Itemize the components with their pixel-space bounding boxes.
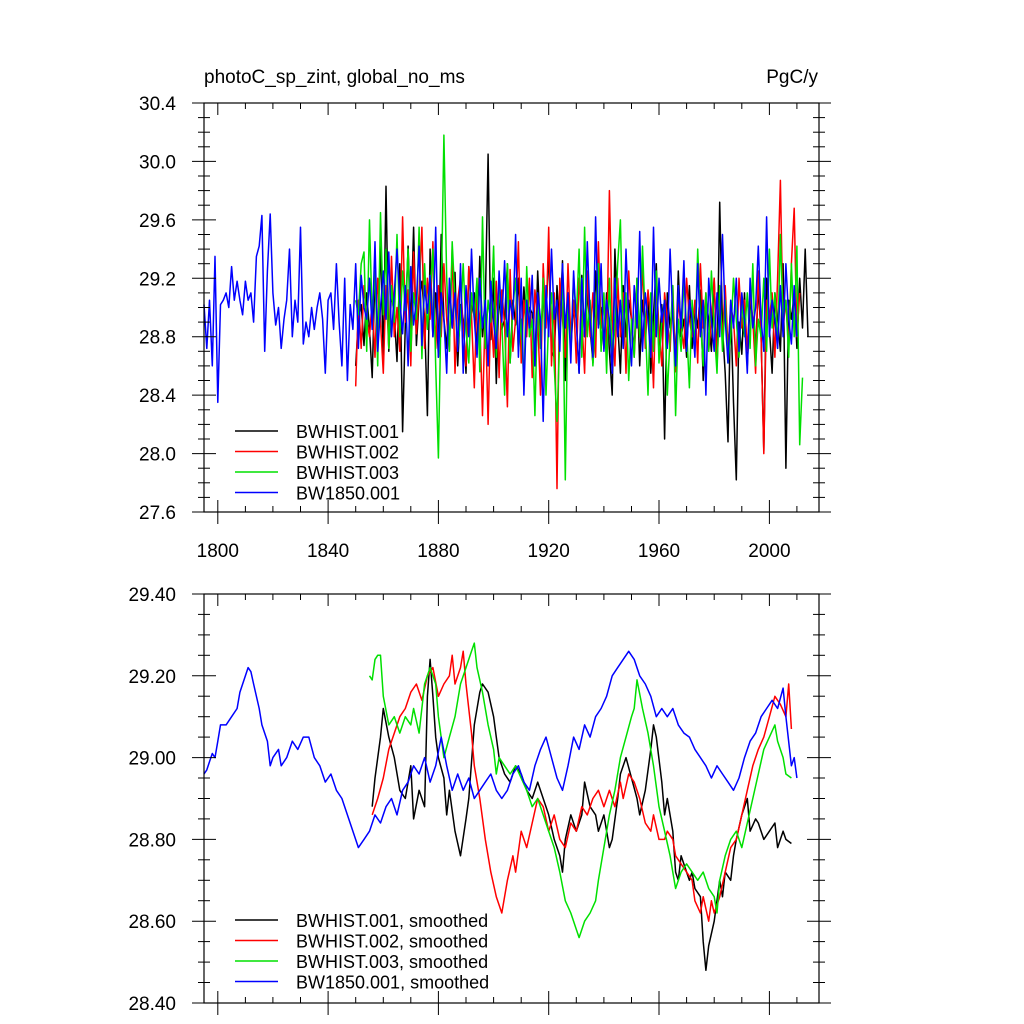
top-x-tick-label: 1800 bbox=[197, 541, 239, 562]
top-y-tick-label: 29.6 bbox=[139, 211, 176, 232]
top-chart-panel: photoC_sp_zint, global_no_ms PgC/y 1800 1… bbox=[139, 67, 831, 562]
top-x-tick-label: 2000 bbox=[748, 541, 790, 562]
bottom-legend-label-bwhist-003-smoothed: BWHIST.003, smoothed bbox=[296, 952, 488, 972]
bottom-series-line-bw1850-001-smoothed bbox=[203, 650, 798, 849]
bottom-y-tick-label: 29.40 bbox=[128, 585, 176, 606]
bottom-series-line-bwhist-002-smoothed bbox=[371, 650, 793, 922]
top-series-line-bwhist-003 bbox=[354, 134, 804, 481]
bottom-chart-panel: 28.40 28.60 28.80 29.00 29.20 29.40 BWHIST.00… bbox=[128, 585, 831, 1015]
top-y-tick-label: 27.6 bbox=[139, 503, 176, 524]
top-series-line-bwhist-002 bbox=[354, 179, 801, 490]
bottom-axes: 28.40 28.60 28.80 29.00 29.20 29.40 bbox=[128, 585, 831, 1015]
top-series-line-bw1850-001 bbox=[203, 213, 798, 423]
bottom-y-tick-label: 29.00 bbox=[128, 749, 176, 770]
bottom-legend-label-bw1850-001-smoothed: BW1850.001, smoothed bbox=[296, 973, 489, 993]
top-chart-units: PgC/y bbox=[766, 67, 818, 88]
top-y-tick-label: 28.8 bbox=[139, 328, 176, 349]
top-x-tick-label: 1960 bbox=[638, 541, 680, 562]
bottom-series-lines bbox=[203, 642, 798, 972]
top-y-tick-label: 29.2 bbox=[139, 269, 176, 290]
bottom-y-tick-label: 29.20 bbox=[128, 667, 176, 688]
bottom-series-line-bwhist-001-smoothed bbox=[371, 658, 792, 972]
top-y-tick-label: 30.0 bbox=[139, 152, 176, 173]
bottom-legend-label-bwhist-002-smoothed: BWHIST.002, smoothed bbox=[296, 932, 488, 952]
bottom-legend-label-bwhist-001-smoothed: BWHIST.001, smoothed bbox=[296, 911, 488, 931]
top-y-tick-label: 28.4 bbox=[139, 386, 176, 407]
bottom-y-tick-label: 28.80 bbox=[128, 830, 176, 851]
top-y-tick-label: 28.0 bbox=[139, 445, 176, 466]
top-series-lines bbox=[203, 134, 809, 490]
top-legend-label-bwhist-001: BWHIST.001 bbox=[296, 422, 399, 442]
top-x-tick-label: 1840 bbox=[307, 541, 349, 562]
bottom-series-line-bwhist-003-smoothed bbox=[368, 642, 792, 939]
top-x-tick-label: 1920 bbox=[528, 541, 570, 562]
top-legend-label-bw1850-001: BW1850.001 bbox=[296, 484, 400, 504]
top-legend-label-bwhist-002: BWHIST.002 bbox=[296, 443, 399, 463]
top-y-tick-label: 30.4 bbox=[139, 94, 176, 115]
top-x-tick-label: 1880 bbox=[417, 541, 459, 562]
top-chart-title: photoC_sp_zint, global_no_ms bbox=[204, 67, 465, 88]
top-axes: 1800 1840 1880 1920 1960 2000 27.6 28.0 28.4 28.8… bbox=[139, 94, 831, 562]
bottom-y-tick-label: 28.40 bbox=[128, 994, 176, 1015]
top-legend-label-bwhist-003: BWHIST.003 bbox=[296, 463, 399, 483]
bottom-y-tick-label: 28.60 bbox=[128, 912, 176, 933]
